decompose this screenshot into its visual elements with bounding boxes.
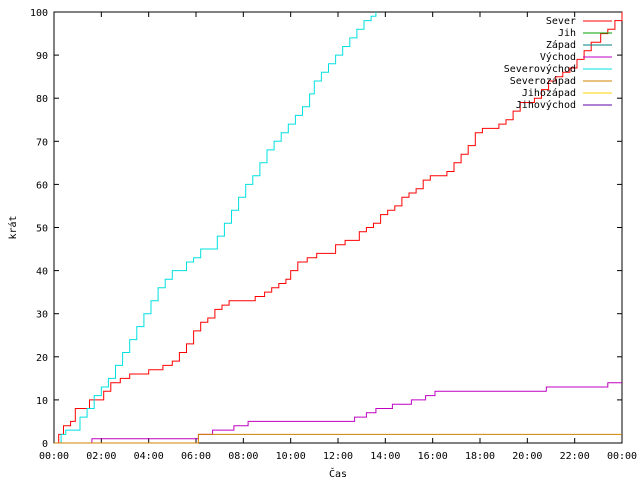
legend: SeverJihZápadVýchodSeverovýchodSeverozáp…: [504, 16, 612, 111]
x-axis-ticks: 00:00 02:00 04:00 06:00 08:00 10:00 12:00 14:00…: [39, 12, 637, 462]
y-tick-label: 80: [36, 94, 48, 105]
y-tick-label: 10: [36, 396, 48, 407]
y-tick-label: 60: [36, 180, 48, 191]
x-tick-label: 20:00: [512, 451, 542, 462]
x-tick-label: 14:00: [370, 451, 400, 462]
y-tick-label: 70: [36, 137, 48, 148]
legend-label: Severovýchod: [504, 63, 576, 75]
series-line-5: [54, 433, 622, 444]
y-axis-ticks: 0 10 20 30 40 50 60 70 80 90 100: [30, 8, 622, 450]
legend-label: Sever: [546, 16, 576, 27]
y-tick-label: 90: [36, 51, 48, 62]
x-tick-label: 08:00: [228, 451, 258, 462]
y-tick-label: 0: [42, 439, 48, 450]
legend-label: Jihozápad: [522, 87, 576, 99]
y-tick-label: 30: [36, 310, 48, 321]
series-line-4: [56, 12, 377, 444]
x-tick-label: 22:00: [560, 451, 590, 462]
x-tick-label: 10:00: [276, 451, 306, 462]
series-layer: [54, 12, 623, 444]
y-tick-label: 100: [30, 8, 48, 19]
y-tick-label: 20: [36, 353, 48, 364]
legend-label: Západ: [546, 39, 576, 51]
x-tick-label: 16:00: [418, 451, 448, 462]
x-tick-label: 06:00: [181, 451, 211, 462]
y-tick-label: 40: [36, 267, 48, 278]
series-line-0: [54, 12, 623, 444]
legend-label: Jih: [558, 28, 576, 39]
x-axis-label: Čas: [329, 467, 347, 480]
x-tick-label: 00:00: [39, 451, 69, 462]
y-axis-label: krát: [7, 215, 19, 239]
x-tick-label: 00:00: [607, 451, 637, 462]
x-tick-label: 18:00: [465, 451, 495, 462]
legend-label: Severozápad: [510, 75, 576, 87]
y-tick-label: 50: [36, 224, 48, 235]
legend-label: Jihovýchod: [516, 99, 576, 111]
x-tick-label: 12:00: [323, 451, 353, 462]
legend-label: Východ: [540, 51, 576, 63]
x-tick-label: 02:00: [86, 451, 116, 462]
x-tick-label: 04:00: [134, 451, 164, 462]
